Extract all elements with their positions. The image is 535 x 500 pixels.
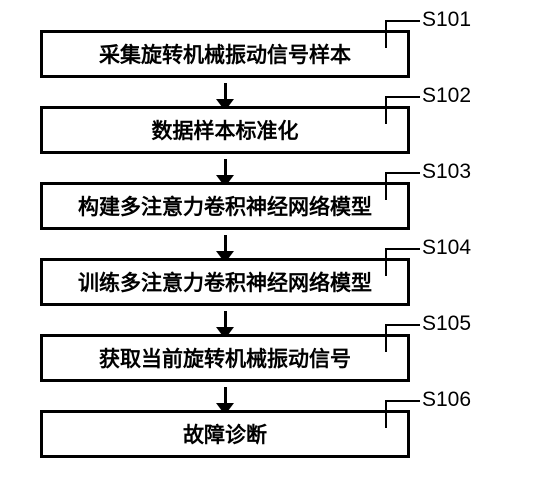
label-text: S103 (422, 160, 471, 184)
label-text: S105 (422, 312, 471, 336)
label-text: S102 (422, 84, 471, 108)
flowchart-container: 采集旋转机械振动信号样本 数据样本标准化 构建多注意力卷积神经网络模型 训练多注… (40, 30, 410, 458)
step-box-s103: 构建多注意力卷积神经网络模型 (40, 182, 410, 230)
step-box-s102: 数据样本标准化 (40, 106, 410, 154)
label-text: S101 (422, 8, 471, 32)
arrow (40, 154, 410, 182)
step-box-s104: 训练多注意力卷积神经网络模型 (40, 258, 410, 306)
arrow (40, 306, 410, 334)
arrow (40, 382, 410, 410)
label-text: S104 (422, 236, 471, 260)
step-text: 采集旋转机械振动信号样本 (99, 39, 351, 69)
step-text: 构建多注意力卷积神经网络模型 (78, 191, 372, 221)
arrow (40, 78, 410, 106)
step-box-s101: 采集旋转机械振动信号样本 (40, 30, 410, 78)
step-box-s106: 故障诊断 (40, 410, 410, 458)
step-text: 训练多注意力卷积神经网络模型 (78, 267, 372, 297)
arrow (40, 230, 410, 258)
step-text: 获取当前旋转机械振动信号 (99, 343, 351, 373)
label-text: S106 (422, 388, 471, 412)
step-text: 故障诊断 (183, 419, 267, 449)
step-box-s105: 获取当前旋转机械振动信号 (40, 334, 410, 382)
step-text: 数据样本标准化 (152, 115, 299, 145)
